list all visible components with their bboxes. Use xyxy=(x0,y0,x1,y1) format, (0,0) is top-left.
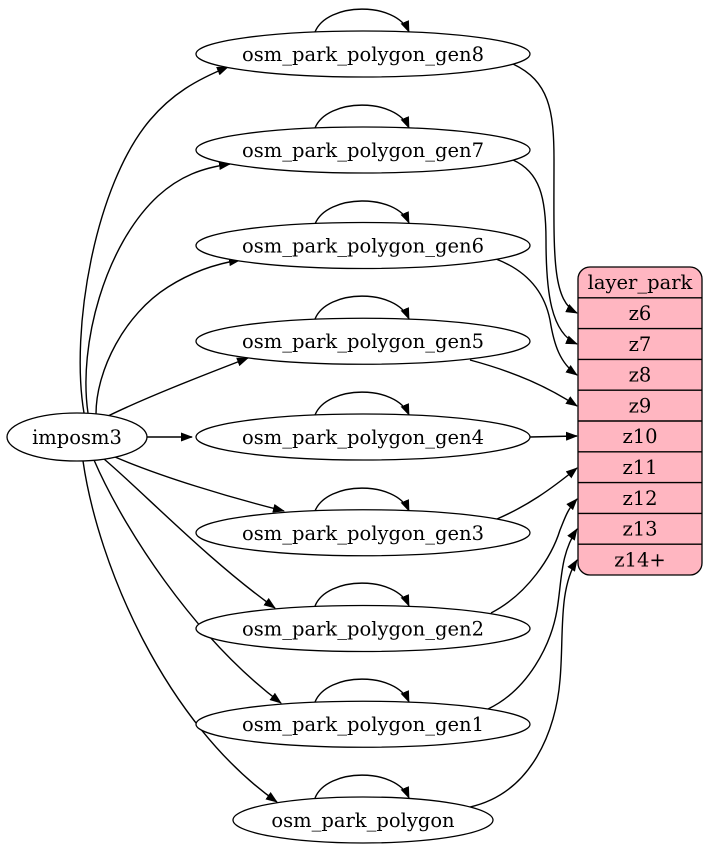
osm-park-polygon-gen2-label: osm_park_polygon_gen2 xyxy=(242,618,484,641)
self-loop-osm-park-polygon-gen7 xyxy=(314,104,410,129)
osm-park-polygon-gen2-ellipse xyxy=(195,604,531,653)
edge-osm-park-polygon-gen5-to-z9 xyxy=(469,359,578,407)
osm-park-polygon-ellipse xyxy=(232,796,494,844)
layer-park-row-z6: z6 xyxy=(629,302,652,325)
layer-park-table: layer_park z6 z7 z8 z9 z10 z11 z12 z13 z… xyxy=(577,266,703,576)
osm-park-polygon-gen8-label: osm_park_polygon_gen8 xyxy=(242,43,484,66)
self-loop-osm-park-polygon-gen5 xyxy=(314,295,410,320)
layer-park-row-z12: z12 xyxy=(622,487,657,510)
imposm3-ellipse xyxy=(6,412,148,462)
osm-park-polygon-gen5-ellipse xyxy=(195,317,531,365)
osm-park-polygon-label: osm_park_polygon xyxy=(271,809,455,832)
edge-osm-park-polygon-gen3-to-z11 xyxy=(496,467,578,520)
layer-park-row-z14plus: z14+ xyxy=(614,548,665,571)
edge-osm-park-polygon-gen4-to-z10 xyxy=(529,431,578,441)
node-osm-park-polygon-gen3: osm_park_polygon_gen3 xyxy=(195,509,531,557)
node-osm-park-polygon-gen2: osm_park_polygon_gen2 xyxy=(195,604,531,653)
osm-park-polygon-gen4-ellipse xyxy=(195,413,531,461)
layer-park-row-z13: z13 xyxy=(622,518,657,541)
imposm3-label: imposm3 xyxy=(32,426,122,449)
self-loop-osm-park-polygon-gen8 xyxy=(314,8,410,33)
layer-park-row-z9: z9 xyxy=(629,394,652,417)
layer-park-header: layer_park xyxy=(588,271,693,294)
osm-park-polygon-gen6-ellipse xyxy=(195,221,531,270)
edge-imposm3-to-osm-park-polygon-gen7 xyxy=(85,161,231,414)
edge-imposm3-to-osm-park-polygon xyxy=(82,460,278,803)
osm-park-polygon-gen5-label: osm_park_polygon_gen5 xyxy=(242,330,484,353)
osm-park-polygon-gen1-ellipse xyxy=(195,700,531,748)
osm-park-polygon-gen4-label: osm_park_polygon_gen4 xyxy=(242,426,484,449)
edge-osm-park-polygon-gen7-to-z7 xyxy=(512,159,578,345)
layer-park-row-z7: z7 xyxy=(629,333,652,356)
edge-imposm3-to-osm-park-polygon-gen5 xyxy=(107,357,249,417)
node-osm-park-polygon: osm_park_polygon xyxy=(232,796,494,844)
self-loop-osm-park-polygon-gen3 xyxy=(314,487,410,512)
layer-park-row-z8: z8 xyxy=(629,364,652,387)
edge-osm-park-polygon-gen1-to-z13 xyxy=(487,528,578,710)
self-loop-osm-park-polygon-gen4 xyxy=(314,391,410,416)
edge-osm-park-polygon-to-z14plus xyxy=(469,559,578,808)
edge-osm-park-polygon-gen2-to-z12 xyxy=(490,498,578,614)
osm-park-polygon-gen3-label: osm_park_polygon_gen3 xyxy=(242,522,484,545)
node-osm-park-polygon-gen8: osm_park_polygon_gen8 xyxy=(195,30,531,78)
edge-imposm3-to-osm-park-polygon-gen2 xyxy=(103,458,276,609)
osm-park-polygon-gen8-ellipse xyxy=(195,30,531,78)
node-osm-park-polygon-gen5: osm_park_polygon_gen5 xyxy=(195,317,531,365)
self-loop-osm-park-polygon-gen6 xyxy=(314,200,410,225)
node-osm-park-polygon-gen1: osm_park_polygon_gen1 xyxy=(195,700,531,748)
layer-park-row-z10: z10 xyxy=(622,425,657,448)
osm-park-polygon-gen6-label: osm_park_polygon_gen6 xyxy=(242,235,484,258)
layer-park-row-z11: z11 xyxy=(622,456,657,479)
edge-imposm3-to-osm-park-polygon-gen8 xyxy=(79,66,229,414)
osm-park-polygon-gen3-ellipse xyxy=(195,509,531,557)
edge-osm-park-polygon-gen8-to-z6 xyxy=(512,63,578,314)
self-loop-osm-park-polygon xyxy=(314,774,410,799)
node-imposm3: imposm3 xyxy=(6,412,148,462)
node-osm-park-polygon-gen6: osm_park_polygon_gen6 xyxy=(195,221,531,270)
osm-park-polygon-gen1-label: osm_park_polygon_gen1 xyxy=(242,713,484,736)
edge-imposm3-to-osm-park-polygon-gen1 xyxy=(93,459,282,704)
osm-park-polygon-gen7-ellipse xyxy=(195,126,531,174)
node-osm-park-polygon-gen4: osm_park_polygon_gen4 xyxy=(195,413,531,461)
edge-osm-park-polygon-gen6-to-z8 xyxy=(495,258,578,376)
self-loop-osm-park-polygon-gen1 xyxy=(314,678,410,703)
edge-imposm3-to-osm-park-polygon-gen6 xyxy=(95,257,241,415)
node-osm-park-polygon-gen7: osm_park_polygon_gen7 xyxy=(195,126,531,174)
self-loop-osm-park-polygon-gen2 xyxy=(314,582,410,607)
osm-park-polygon-gen7-label: osm_park_polygon_gen7 xyxy=(242,139,484,162)
edge-imposm3-to-osm-park-polygon-gen3 xyxy=(114,456,285,513)
